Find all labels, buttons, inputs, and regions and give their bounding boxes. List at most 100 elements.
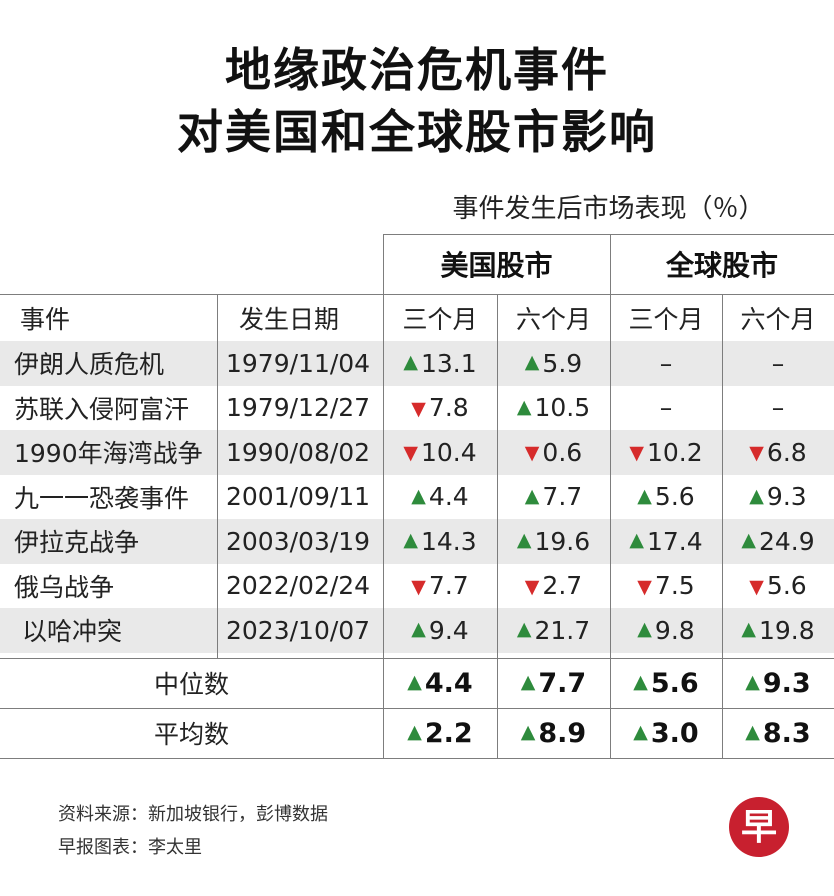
rule-summary-mid <box>0 708 834 709</box>
zaobao-logo-icon: 早 <box>729 797 789 857</box>
logo-circle <box>729 797 789 857</box>
value-cell: ▼ 10.4 <box>383 430 497 475</box>
rule-group-top <box>383 234 834 235</box>
cell-value: 7.7 <box>538 667 587 699</box>
value-cell: ▲ 19.8 <box>722 608 834 653</box>
cell-value: 9.4 <box>428 615 469 645</box>
up-triangle-icon: ▲ <box>637 618 652 641</box>
cell-value: 17.4 <box>646 526 703 556</box>
value-cell: ▼ 0.6 <box>497 430 610 475</box>
cell-value: 10.4 <box>420 437 477 467</box>
cell-value: – <box>771 348 785 378</box>
up-triangle-icon: ▲ <box>403 351 418 374</box>
cell-value: – <box>771 393 785 423</box>
cell-value: – <box>659 393 673 423</box>
value-cell: ▲ 4.4 <box>383 475 497 520</box>
row-band <box>0 341 834 386</box>
cell-value: 5.9 <box>542 348 583 378</box>
summary-value-cell: ▲ 8.3 <box>722 708 834 758</box>
value-cell: ▼ 2.7 <box>497 564 610 609</box>
value-cell: ▲ 10.5 <box>497 386 610 431</box>
event-name: 苏联入侵阿富汗 <box>14 394 190 424</box>
cell-value: 5.6 <box>766 571 807 601</box>
cell-value: 24.9 <box>758 526 815 556</box>
up-triangle-icon: ▲ <box>403 529 418 552</box>
cell-value: 9.3 <box>762 667 811 699</box>
down-triangle-icon: ▼ <box>749 442 764 465</box>
row-band <box>0 430 834 475</box>
up-triangle-icon: ▲ <box>520 721 536 743</box>
cell-value: 2.7 <box>542 571 583 601</box>
cell-value: 7.5 <box>654 571 695 601</box>
value-cell: – <box>610 386 722 431</box>
up-triangle-icon: ▲ <box>741 618 756 641</box>
event-date: 2022/02/24 <box>226 571 371 601</box>
cell-value: 7.7 <box>542 482 583 512</box>
up-triangle-icon: ▲ <box>633 721 648 743</box>
up-triangle-icon: ▲ <box>411 484 426 507</box>
up-triangle-icon: ▲ <box>516 529 532 552</box>
value-cell: ▲ 5.9 <box>497 341 610 386</box>
column-header-1: 发生日期 <box>239 304 340 334</box>
down-triangle-icon: ▼ <box>411 397 426 420</box>
vrule-group <box>383 234 384 758</box>
row-band <box>0 608 834 653</box>
down-triangle-icon: ▼ <box>403 442 418 465</box>
down-triangle-icon: ▼ <box>524 442 540 465</box>
cell-value: 10.5 <box>534 393 591 423</box>
up-triangle-icon: ▲ <box>745 721 760 743</box>
up-triangle-icon: ▲ <box>633 671 648 693</box>
event-name: 俄乌战争 <box>14 572 115 602</box>
value-cell: ▲ 17.4 <box>610 519 722 564</box>
up-triangle-icon: ▲ <box>524 351 540 374</box>
up-triangle-icon: ▲ <box>629 529 644 552</box>
summary-value-cell: ▲ 4.4 <box>383 658 497 708</box>
value-cell: – <box>610 341 722 386</box>
cell-value: 8.9 <box>538 717 587 749</box>
summary-value-cell: ▲ 5.6 <box>610 658 722 708</box>
event-date: 1979/11/04 <box>226 348 371 378</box>
rule-summary-top <box>0 658 834 659</box>
up-triangle-icon: ▲ <box>637 484 652 507</box>
column-header-5: 六个月 <box>740 304 816 334</box>
up-triangle-icon: ▲ <box>407 671 422 693</box>
vrule-group <box>610 234 611 758</box>
vrule-period <box>497 294 498 758</box>
summary-value-cell: ▲ 7.7 <box>497 658 610 708</box>
value-cell: – <box>722 386 834 431</box>
cell-value: 19.6 <box>534 526 591 556</box>
logo-char: 早 <box>741 807 777 848</box>
summary-value-cell: ▲ 3.0 <box>610 708 722 758</box>
value-cell: ▲ 9.3 <box>722 475 834 520</box>
event-date: 2003/03/19 <box>226 526 371 556</box>
value-cell: ▲ 9.4 <box>383 608 497 653</box>
value-cell: – <box>722 341 834 386</box>
value-cell: ▲ 24.9 <box>722 519 834 564</box>
value-cell: ▲ 5.6 <box>610 475 722 520</box>
event-date: 1979/12/27 <box>226 393 371 423</box>
column-header-2: 三个月 <box>402 304 478 334</box>
value-cell: ▲ 14.3 <box>383 519 497 564</box>
value-cell: ▼ 7.8 <box>383 386 497 431</box>
cell-value: 8.3 <box>762 717 811 749</box>
up-triangle-icon: ▲ <box>407 721 422 743</box>
up-triangle-icon: ▲ <box>520 671 536 693</box>
event-name: 1990年海湾战争 <box>14 439 203 469</box>
chart-title-line2: 对美国和全球股市影响 <box>177 105 657 159</box>
group-header-1: 全球股市 <box>665 249 778 282</box>
credit-note: 早报图表：李太里 <box>58 837 202 858</box>
chart-title-line1: 地缘政治危机事件 <box>225 43 609 97</box>
cell-value: 2.2 <box>424 717 473 749</box>
event-name: 伊朗人质危机 <box>14 350 165 380</box>
up-triangle-icon: ▲ <box>749 484 764 507</box>
cell-value: 7.8 <box>428 393 469 423</box>
table-subtitle: 事件发生后市场表现（％） <box>452 194 765 224</box>
cell-value: 4.4 <box>424 667 473 699</box>
cell-value: 10.2 <box>646 437 703 467</box>
event-date: 2001/09/11 <box>226 482 371 512</box>
up-triangle-icon: ▲ <box>411 618 426 641</box>
cell-value: – <box>659 348 673 378</box>
cell-value: 4.4 <box>428 482 469 512</box>
down-triangle-icon: ▼ <box>411 575 426 598</box>
